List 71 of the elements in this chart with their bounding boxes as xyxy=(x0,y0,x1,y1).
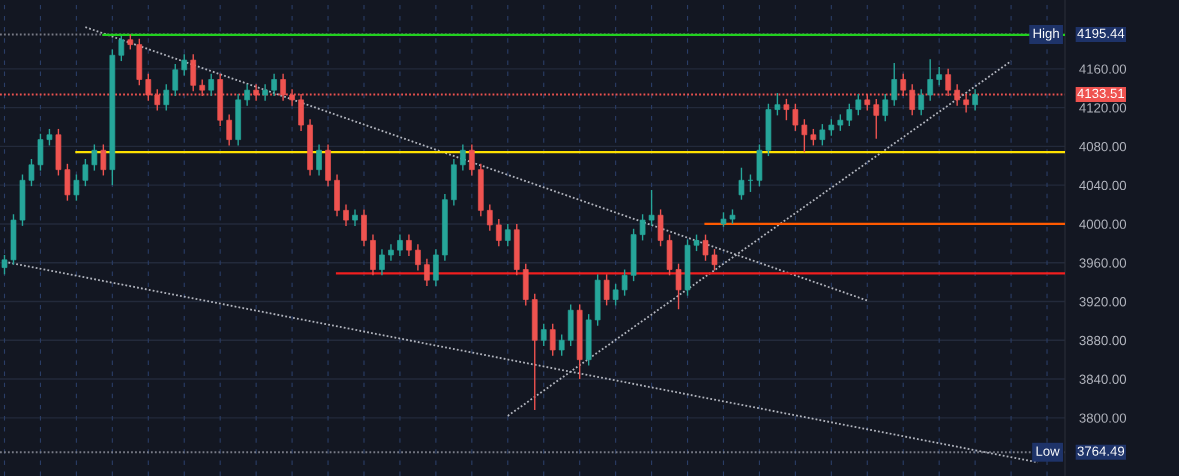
ref-line-label: Low xyxy=(1036,446,1060,456)
candlestick xyxy=(621,268,628,297)
text: 4195.44 xyxy=(1077,28,1125,39)
candlestick xyxy=(603,273,610,307)
candlestick xyxy=(28,158,35,187)
candlestick xyxy=(702,233,709,262)
candlestick xyxy=(909,83,916,117)
candlestick xyxy=(540,323,547,347)
y-tick-label: 3960.00 xyxy=(1079,258,1127,268)
candlestick xyxy=(936,66,942,87)
candlestick xyxy=(648,189,655,227)
candlestick xyxy=(415,243,421,272)
text: 3764.49 xyxy=(1077,446,1125,456)
candlestick xyxy=(406,233,412,257)
candlestick xyxy=(612,283,619,307)
candlestick xyxy=(873,98,880,140)
candlestick xyxy=(558,333,565,357)
candlestick xyxy=(397,233,403,257)
ref-line-label: High xyxy=(1033,28,1059,41)
candlestick xyxy=(846,103,853,127)
candlestick xyxy=(549,323,556,357)
y-tick-label: 4080.00 xyxy=(1079,141,1127,152)
candlestick xyxy=(891,62,898,107)
y-tick-label: 4120.00 xyxy=(1079,103,1127,113)
y-tick-label: 3880.00 xyxy=(1079,335,1127,346)
candlestick xyxy=(379,248,385,277)
candlestick xyxy=(927,58,934,102)
candlestick xyxy=(855,93,862,117)
candlestick xyxy=(352,208,358,227)
candlestick xyxy=(163,83,170,112)
candlestick xyxy=(91,143,98,172)
candlestick xyxy=(181,53,188,77)
candlestick xyxy=(819,123,826,147)
candlestick xyxy=(460,143,466,172)
y-tick-label: 3800.00 xyxy=(1079,413,1127,423)
candlestick xyxy=(711,248,718,272)
candlestick xyxy=(504,223,511,247)
candlestick xyxy=(738,167,745,201)
y-tick-label: 4040.00 xyxy=(1079,180,1127,191)
text: 4133.51 xyxy=(1077,88,1125,99)
candlestick xyxy=(208,72,215,97)
candlestick xyxy=(100,143,107,177)
candlestick xyxy=(118,35,125,62)
y-tick-label: 3840.00 xyxy=(1079,374,1127,384)
candlestick xyxy=(469,143,475,177)
candlestick xyxy=(1,254,8,276)
candlestick xyxy=(316,143,322,177)
candlestick xyxy=(783,98,790,121)
candlestick xyxy=(972,88,978,112)
candlestick xyxy=(172,63,179,97)
candlestick xyxy=(244,83,250,107)
candlestick xyxy=(882,93,889,122)
candlestick xyxy=(271,72,277,97)
candlestick xyxy=(73,173,80,202)
candlestick xyxy=(675,262,682,310)
candlestick xyxy=(495,218,502,247)
y-tick-label: 3920.00 xyxy=(1079,297,1127,307)
candlestick xyxy=(639,213,646,242)
candlestick xyxy=(486,203,493,232)
candlestick xyxy=(82,158,89,187)
candlestick xyxy=(343,203,349,227)
candlestick xyxy=(792,103,799,132)
candlestick xyxy=(801,118,808,153)
candlestick xyxy=(262,83,268,102)
y-tick-label: 4000.00 xyxy=(1079,219,1127,229)
candlestick xyxy=(963,93,969,114)
candlestick xyxy=(226,113,232,147)
y-tick-label: 4160.00 xyxy=(1079,64,1127,74)
candlestick xyxy=(424,258,430,287)
candlestick xyxy=(774,92,781,117)
candlestick xyxy=(918,88,925,117)
